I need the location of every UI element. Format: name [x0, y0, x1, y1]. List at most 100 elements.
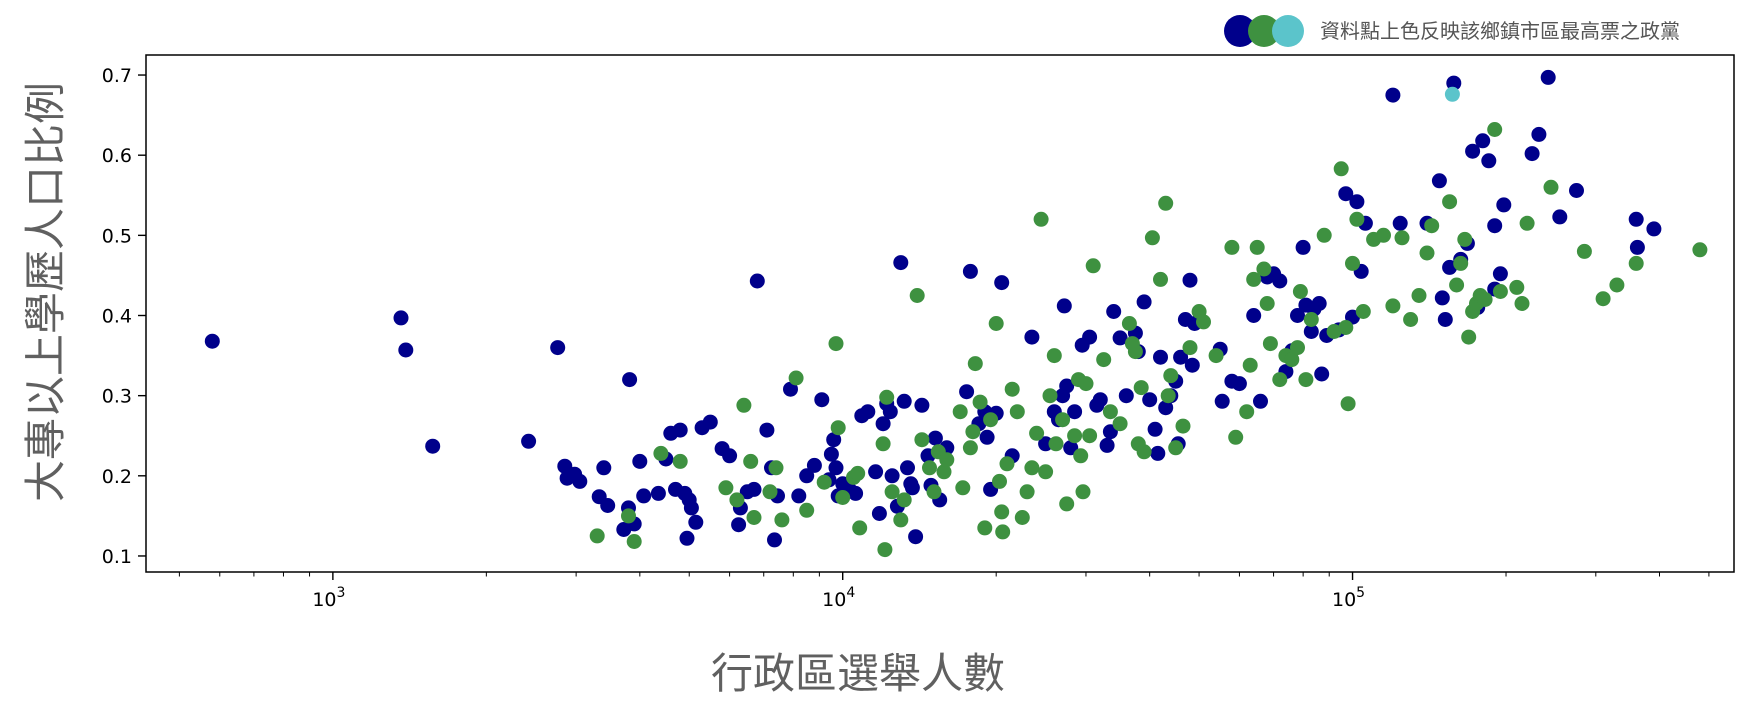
data-point	[204, 333, 220, 349]
x-tick-label: 105	[1332, 585, 1365, 611]
data-point	[926, 484, 942, 500]
data-point	[1042, 388, 1058, 404]
data-point	[626, 534, 642, 549]
data-point	[962, 440, 978, 456]
data-point	[1349, 211, 1365, 227]
data-point	[653, 445, 669, 461]
data-point	[1431, 173, 1447, 189]
data-point	[884, 484, 900, 500]
data-point	[1392, 215, 1408, 231]
data-point	[1075, 484, 1091, 500]
data-point	[1492, 266, 1508, 282]
data-point	[1595, 291, 1611, 307]
data-point	[1133, 380, 1149, 396]
data-point	[1492, 284, 1508, 299]
data-point	[879, 389, 895, 405]
data-point	[1059, 496, 1075, 512]
data-point	[814, 392, 830, 408]
data-point	[1543, 179, 1559, 195]
data-point	[1073, 448, 1089, 464]
data-point	[1092, 392, 1108, 408]
y-axis-ticks: 0.1 0.2 0.3 0.4 0.5 0.6 0.7	[102, 65, 146, 568]
data-point	[672, 453, 688, 469]
data-point	[521, 433, 537, 449]
data-point	[1153, 349, 1168, 365]
data-point	[799, 468, 815, 484]
data-point	[1046, 348, 1062, 364]
data-point	[1609, 277, 1625, 293]
data-point	[1175, 418, 1191, 434]
data-point	[1272, 273, 1288, 289]
data-point	[1246, 271, 1262, 287]
data-point	[1531, 126, 1547, 142]
data-point	[936, 464, 952, 480]
y-axis-title: 大專以上學歷人口比例	[21, 82, 70, 502]
data-point	[743, 453, 759, 469]
data-point	[572, 473, 588, 489]
data-point	[1224, 239, 1240, 255]
data-point	[965, 424, 981, 440]
data-point	[1576, 243, 1592, 259]
data-point	[1256, 261, 1272, 277]
y-tick-label: 0.1	[102, 546, 132, 568]
data-point	[1182, 340, 1198, 356]
plot-frame	[145, 54, 1735, 573]
data-point	[1457, 231, 1473, 247]
data-point	[762, 484, 778, 500]
data-point	[1394, 230, 1410, 246]
data-points	[204, 69, 1708, 558]
data-point	[702, 414, 718, 430]
data-point	[962, 263, 978, 279]
data-point	[1121, 316, 1137, 331]
data-point	[1242, 357, 1258, 373]
data-point	[852, 520, 868, 536]
data-point	[1118, 388, 1134, 404]
data-point	[791, 488, 807, 504]
x-tick-label: 103	[312, 585, 345, 611]
data-point	[939, 452, 955, 468]
data-point	[988, 316, 1004, 331]
data-point	[1333, 161, 1349, 177]
data-point	[1628, 211, 1644, 227]
data-point	[1524, 146, 1540, 162]
legend-dot-cyan	[1272, 15, 1304, 47]
data-point	[683, 500, 699, 516]
data-point	[1437, 312, 1453, 327]
data-point	[1444, 86, 1460, 102]
data-point	[1078, 376, 1094, 392]
data-point	[875, 416, 891, 432]
data-point	[650, 485, 666, 501]
data-point	[1024, 329, 1040, 345]
data-point	[908, 529, 924, 545]
data-point	[622, 372, 638, 388]
data-point	[1158, 400, 1174, 416]
data-point	[1009, 404, 1025, 420]
x-axis-title: 行政區選舉人數	[711, 649, 1005, 698]
data-point	[904, 480, 920, 496]
data-point	[1303, 312, 1319, 327]
data-point	[1144, 230, 1160, 246]
data-point	[1303, 324, 1319, 339]
data-point	[999, 456, 1015, 472]
data-point	[688, 514, 704, 530]
data-point	[1628, 255, 1644, 271]
legend: 資料點上色反映該鄉鎮市區最高票之政黨	[1224, 15, 1680, 47]
data-point	[1540, 69, 1556, 85]
data-point	[1239, 404, 1255, 420]
data-point	[1214, 393, 1230, 409]
data-point	[1253, 393, 1268, 409]
data-point	[636, 488, 652, 504]
data-point	[1453, 255, 1469, 271]
data-point	[1067, 404, 1083, 420]
y-tick-label: 0.5	[102, 225, 132, 247]
data-point	[893, 255, 909, 271]
data-point	[1411, 288, 1427, 303]
data-point	[767, 532, 782, 548]
data-point	[1004, 381, 1020, 397]
y-tick-label: 0.6	[102, 145, 132, 167]
data-point	[1173, 349, 1189, 365]
data-point	[830, 420, 846, 436]
data-point	[393, 310, 409, 326]
data-point	[722, 448, 738, 464]
data-point	[1465, 143, 1481, 159]
